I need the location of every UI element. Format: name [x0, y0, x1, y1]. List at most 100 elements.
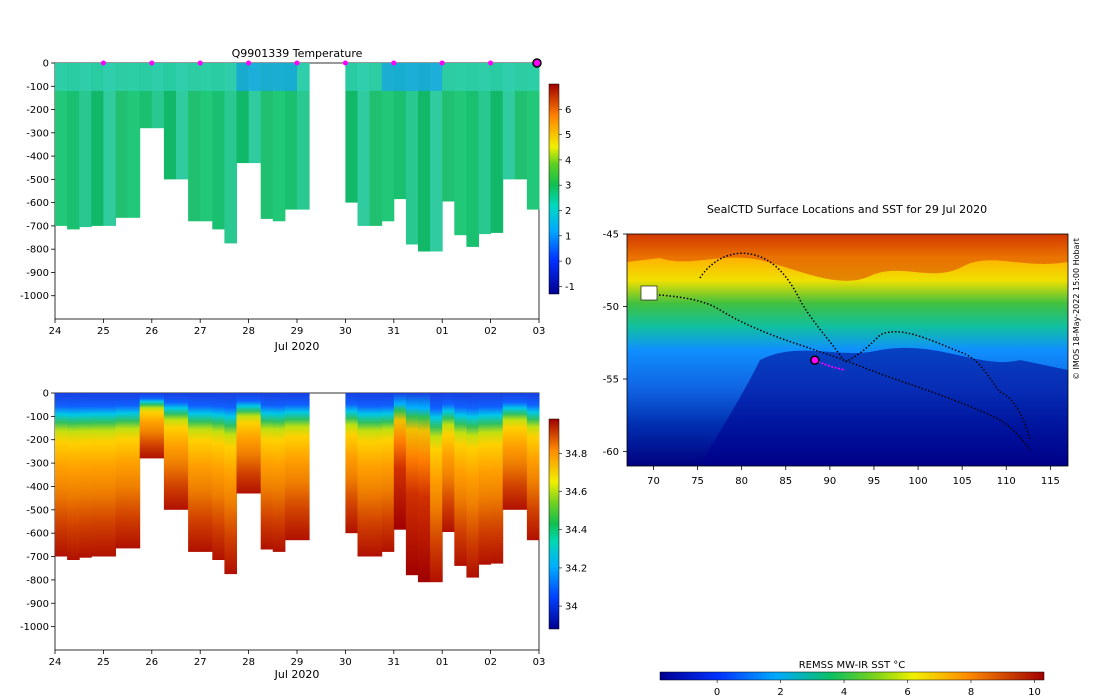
landmass [640, 285, 658, 301]
x-tick-label: 03 [533, 326, 546, 337]
temperature-profile-surface [466, 63, 479, 91]
map-x-tick-label: 100 [909, 476, 928, 487]
y-tick-label: -100 [26, 82, 49, 93]
salinity-y-ticks: 0 -100 -200 -300 -400 -500 -600 -700 -800 -900 -10… [20, 389, 55, 633]
temperature-profile-surface [393, 63, 407, 91]
temperature-profile [91, 63, 104, 226]
map-panel: SealCTD Surface Locations and SST for 29… [603, 203, 1069, 698]
temperature-profile-surface [478, 63, 492, 91]
salinity-profile [405, 393, 419, 576]
salinity-profile [466, 393, 479, 578]
sst-colorbar [659, 671, 1045, 681]
colorbar-tick-label: 5 [565, 130, 571, 141]
colorbar-tick-label: 34.4 [565, 525, 587, 536]
map-y-tick-label: -55 [603, 375, 619, 386]
map-y-tick-label: -50 [603, 302, 619, 313]
x-tick-label: 31 [387, 657, 400, 668]
colorbar-tick-label: 3 [565, 181, 571, 192]
y-tick-label: -100 [26, 412, 49, 423]
salinity-profile [393, 393, 407, 530]
surface-marker [391, 60, 397, 66]
current-position-marker [810, 355, 820, 365]
temperature-profile-surface [248, 63, 262, 91]
y-tick-label: -400 [26, 482, 49, 493]
x-tick-label: 31 [387, 326, 400, 337]
map-x-tick-label: 85 [779, 476, 792, 487]
salinity-profile [514, 393, 528, 510]
temperature-profile-surface [55, 63, 68, 91]
temperature-profile [454, 63, 467, 236]
salinity-profile [490, 393, 504, 564]
salinity-profile [212, 393, 225, 560]
salinity-profile [357, 393, 371, 557]
salinity-profile [454, 393, 467, 566]
temperature-profile-surface [502, 63, 516, 91]
temperature-y-ticks: 0 -100 -200 -300 -400 -500 -600 -700 -800 -900 -10… [20, 59, 55, 302]
salinity-panel: 0 -100 -200 -300 -400 -500 -600 -700 -800 -900 -10… [20, 389, 587, 682]
map-x-tick-label: 105 [953, 476, 972, 487]
credit-text: © IMOS 18-May-2022 15:00 Hobart [1072, 238, 1081, 380]
sst-colorbar-tick-label: 10 [1028, 687, 1041, 698]
temperature-profile-surface [224, 63, 237, 91]
salinity-profile [345, 393, 358, 534]
temperature-profile [297, 63, 310, 210]
y-tick-label: -500 [26, 505, 49, 516]
map-x-tick-label: 110 [997, 476, 1016, 487]
temperature-colorbar [548, 83, 560, 295]
salinity-profile [526, 393, 540, 541]
x-tick-label: 24 [49, 657, 62, 668]
x-tick-label: 01 [436, 326, 449, 337]
salinity-profile [236, 393, 250, 494]
temperature-profile-surface [115, 63, 129, 91]
x-tick-label: 28 [242, 326, 255, 337]
temperature-profile [224, 63, 237, 244]
temperature-profile-surface [176, 63, 189, 91]
temperature-profile-surface [163, 63, 177, 91]
salinity-profile [151, 393, 165, 459]
temperature-profile [381, 63, 395, 222]
salinity-profile [478, 393, 492, 565]
sst-colorbar-tick-label: 6 [904, 687, 910, 698]
y-tick-label: -400 [26, 152, 49, 163]
temperature-profile-surface [79, 63, 92, 91]
x-tick-label: 28 [242, 657, 255, 668]
recent-track [814, 359, 846, 371]
map-x-tick-label: 90 [823, 476, 836, 487]
y-tick-label: -700 [26, 221, 49, 232]
temperature-profile [393, 63, 407, 200]
salinity-profile [502, 393, 516, 510]
temperature-profile-surface [212, 63, 225, 91]
x-tick-label: 01 [436, 657, 449, 668]
salinity-profile [381, 393, 395, 552]
salinity-profile [139, 393, 153, 459]
temperature-profile [188, 63, 201, 222]
colorbar-tick-label: 34.6 [565, 487, 587, 498]
salinity-profile [369, 393, 383, 557]
salinity-colorbar-ticks: 34.8 34.6 34.4 34.2 34 [559, 449, 587, 613]
sst-colorbar-tick-label: 4 [841, 687, 847, 698]
map-x-tick-label: 115 [1041, 476, 1060, 487]
warm-sst-blobs [627, 234, 1068, 281]
x-tick-label: 02 [484, 326, 497, 337]
temperature-profile-surface [454, 63, 467, 91]
temperature-profile [442, 63, 455, 202]
map-x-tick-label: 70 [647, 476, 660, 487]
salinity-colorbar [548, 418, 560, 630]
y-tick-label: -300 [26, 128, 49, 139]
salinity-profile [297, 393, 310, 541]
cold-sst-region [700, 347, 1068, 466]
y-tick-label: -600 [26, 198, 49, 209]
map-x-tick-label: 80 [735, 476, 748, 487]
temperature-profile [115, 63, 129, 218]
y-tick-label: -1000 [20, 291, 49, 302]
temperature-profile-surface [297, 63, 310, 91]
colorbar-tick-label: 1 [565, 231, 571, 242]
temperature-profile [55, 63, 68, 226]
sst-colorbar-tick-label: 2 [777, 687, 783, 698]
temperature-profile [490, 63, 504, 233]
temperature-profile [176, 63, 189, 180]
surface-marker [100, 60, 106, 66]
x-tick-label: 24 [49, 326, 62, 337]
surface-marker [197, 60, 203, 66]
